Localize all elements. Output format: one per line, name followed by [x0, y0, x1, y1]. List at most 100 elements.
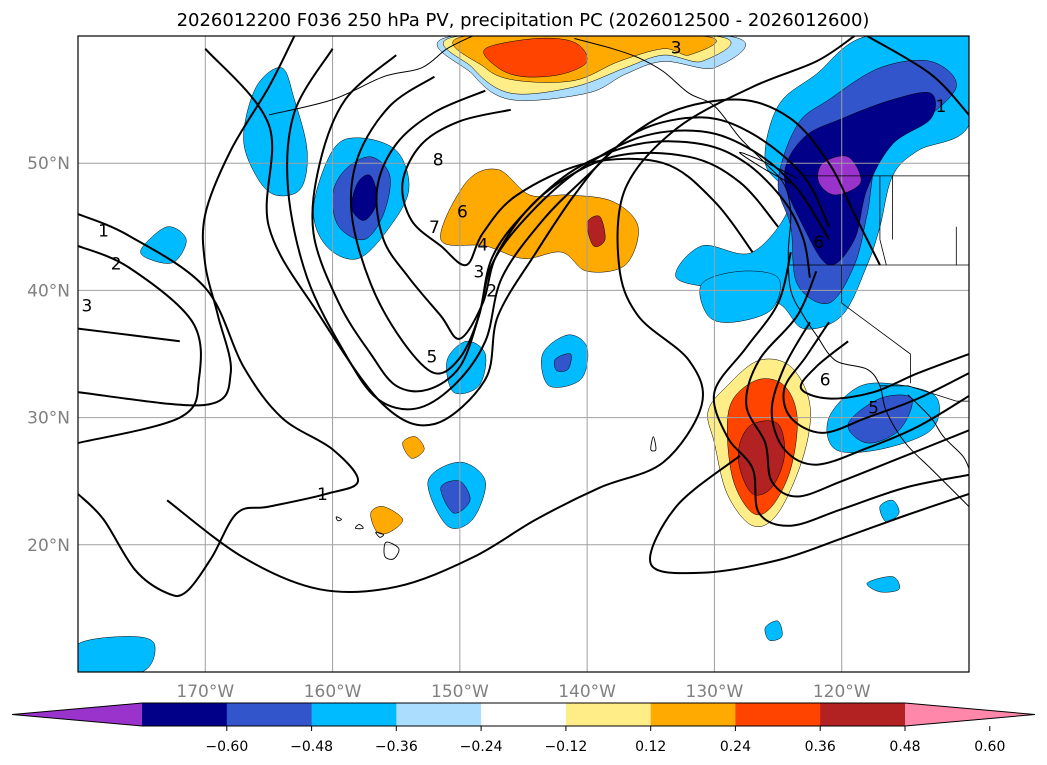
precip-region-21: [553, 353, 572, 372]
lon-tick-label-2: 150°W: [431, 682, 489, 702]
coastline-3: [739, 151, 798, 185]
precip-region-23: [440, 480, 471, 514]
latitude-axis-labels: 20°N 30°N 40°N 50°N: [27, 154, 70, 556]
pv-contour-5-15: [770, 321, 969, 466]
precip-region-29: [879, 499, 900, 523]
colorbar-swatch-0: [142, 703, 228, 726]
colorbar-swatch-7: [735, 703, 821, 726]
colorbar-tick-label-9: 0.60: [974, 739, 1005, 755]
precip-region-30: [866, 576, 900, 593]
longitude-axis-labels: 170°W 160°W 150°W 140°W 130°W 120°W: [176, 682, 870, 702]
pv-contour-4-14: [745, 270, 969, 498]
contour-label-7: 4: [477, 236, 488, 256]
island-0: [383, 541, 400, 560]
precip-region-24: [140, 226, 187, 264]
colorbar-extend-high: [905, 703, 1035, 726]
colorbar-swatch-1: [226, 703, 313, 726]
contour-label-10: 5: [426, 348, 437, 368]
colorbar-swatch-4: [481, 703, 567, 726]
precip-region-31: [764, 620, 783, 641]
lon-tick-label-1: 160°W: [304, 682, 362, 702]
contour-label-12: 6: [813, 233, 824, 253]
colorbar-outline: [11, 702, 1036, 727]
contour-label-4: 8: [433, 150, 444, 170]
colorbar-tick-label-7: 0.36: [805, 739, 836, 755]
coastline-0: [268, 36, 473, 116]
precip-region-26: [699, 270, 781, 323]
pv-contour-2-4: [649, 455, 969, 575]
pv-contour-7-10: [375, 89, 779, 340]
coastline-layer: [268, 36, 969, 560]
colorbar-tick-label-3: −0.24: [460, 739, 503, 755]
contour-label-9: 2: [486, 281, 497, 301]
coastline-1: [574, 38, 969, 507]
contour-label-6: 6: [457, 203, 468, 223]
contour-label-11: 1: [317, 485, 328, 505]
colorbar-tick-label-0: −0.60: [205, 739, 248, 755]
coastline-2: [907, 394, 969, 469]
colorbar-tick-label-8: 0.48: [889, 739, 920, 755]
precip-region-28: [402, 436, 425, 459]
pv-contour-1-0: [866, 36, 969, 116]
border-line-4: [841, 265, 911, 384]
colorbar: [11, 702, 1036, 727]
lon-tick-label-4: 130°W: [686, 682, 744, 702]
lat-tick-label-1: 30°N: [27, 409, 70, 429]
lon-tick-label-0: 170°W: [176, 682, 234, 702]
lat-tick-label-0: 20°N: [27, 536, 70, 556]
contour-label-13: 6: [820, 370, 831, 390]
pv-contour-6-16: [782, 321, 969, 434]
contour-label-14: 5: [868, 398, 879, 418]
pv-contour-4-7: [286, 48, 830, 411]
colorbar-tick-label-6: 0.24: [720, 739, 751, 755]
colorbar-extend-low: [12, 703, 142, 726]
pv-contour-8-11: [401, 108, 754, 267]
lon-tick-label-5: 120°W: [813, 682, 871, 702]
colorbar-swatch-8: [820, 703, 906, 726]
pv-contour-3-5: [78, 327, 180, 343]
lat-tick-label-3: 50°N: [27, 154, 70, 174]
map-frame: [77, 35, 970, 673]
colorbar-tick-label-5: 0.12: [635, 739, 666, 755]
colorbar-swatch-2: [311, 703, 397, 726]
colorbar-swatch-3: [396, 703, 482, 726]
precip-region-27: [370, 506, 403, 535]
precip-region-8: [440, 168, 639, 273]
pv-contour-3-13: [712, 251, 969, 527]
colorbar-tick-label-1: −0.48: [290, 739, 333, 755]
colorbar-tick-label-4: −0.12: [544, 739, 587, 755]
colorbar-tick-labels: −0.60 −0.48 −0.36 −0.24 −0.12 0.12 0.24 0.36 0.4…: [205, 726, 1005, 755]
chart-title: 2026012200 F036 250 hPa PV, precipitatio…: [177, 10, 870, 31]
border-line-5: [879, 175, 887, 266]
contour-label-0: 3: [671, 38, 682, 58]
pv-contour-7-17: [799, 340, 969, 400]
contour-label-3: 3: [81, 297, 92, 317]
lon-tick-label-3: 140°W: [558, 682, 616, 702]
precip-region-3: [483, 37, 588, 78]
pv-contour-3-6: [204, 48, 881, 427]
island-1: [375, 531, 385, 538]
island-4: [650, 436, 657, 452]
precip-region-19: [446, 340, 487, 395]
pv-contour-6-9: [349, 75, 811, 375]
colorbar-swatch-6: [650, 703, 736, 726]
pv-contour-1-1: [78, 213, 359, 598]
contour-label-8: 3: [473, 262, 484, 282]
colorbar-swatch-5: [565, 703, 652, 726]
precip-region-25: [78, 636, 156, 672]
pv-contour-layer: [78, 36, 969, 598]
precip-region-4: [243, 67, 308, 197]
precip-region-13: [817, 155, 862, 196]
pv-contour-5-8: [311, 54, 830, 393]
contour-label-1: 1: [98, 222, 109, 242]
lat-tick-label-2: 40°N: [27, 281, 70, 301]
colorbar-tick-label-2: −0.36: [375, 739, 418, 755]
pv-contour-2-3: [78, 244, 202, 444]
island-3: [335, 516, 342, 522]
pv-contour-2-12: [78, 36, 296, 407]
contour-label-15: 1: [936, 97, 947, 117]
island-2: [354, 523, 364, 530]
contour-label-2: 2: [111, 255, 122, 275]
